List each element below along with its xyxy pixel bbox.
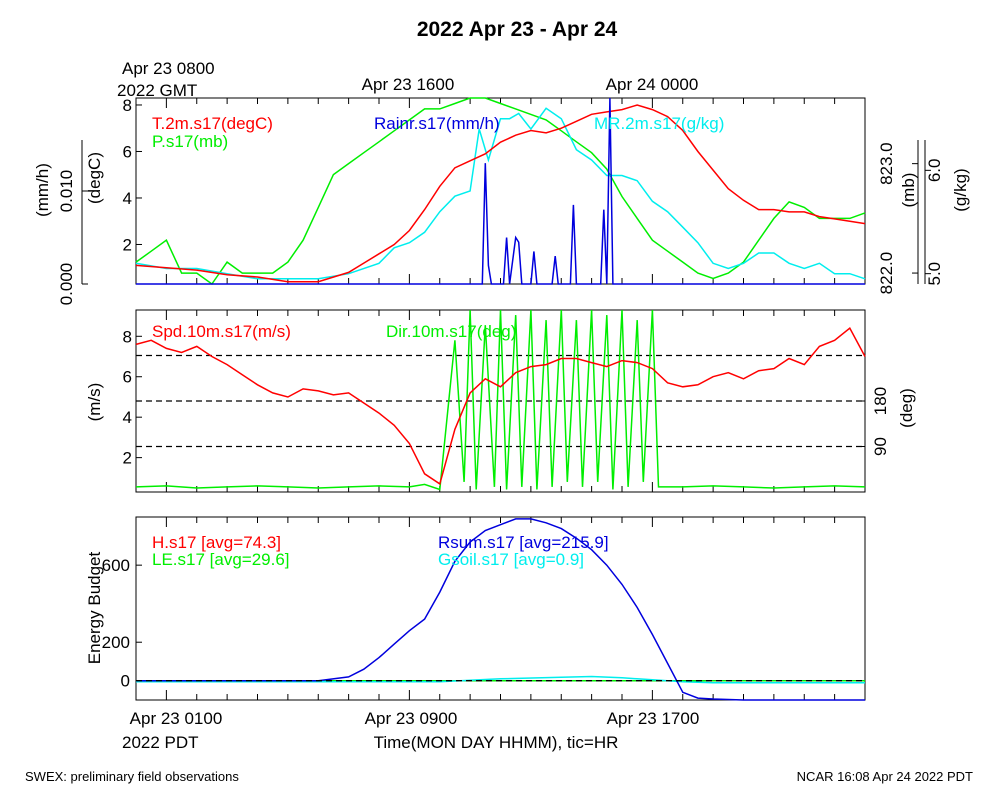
- series-line-Dir.10m.s17(deg): [135, 309, 866, 491]
- series-line-Gsoil.s17: [136, 675, 865, 684]
- panel1-gkg-axis-label: (g/kg): [951, 168, 970, 211]
- series-line-Rsum.s17: [136, 518, 865, 701]
- panel1-mb-tick-label: 822.0: [877, 252, 896, 295]
- legend-Spd.10m.s17(m/s): Spd.10m.s17(m/s): [152, 322, 291, 341]
- panel3-y-tick-label: 600: [102, 556, 130, 575]
- panel2-deg-axis-label: (deg): [897, 388, 916, 428]
- panel1-gkg-tick-label: 6.0: [925, 159, 944, 183]
- legend-P.s17(mb): P.s17(mb): [152, 132, 228, 151]
- top-left-time-label: Apr 23 0800: [122, 59, 215, 78]
- panel1-degc-left-tick-label: 6: [123, 142, 132, 161]
- footer-right: NCAR 16:08 Apr 24 2022 PDT: [797, 769, 973, 784]
- panel1-degc-left-tick-label: 8: [123, 96, 132, 115]
- panel1-mb-tick-label: 823.0: [877, 142, 896, 185]
- panel2-ms-left-tick-label: 4: [123, 408, 132, 427]
- legend-Gsoil.s17: Gsoil.s17 [avg=0.9]: [438, 550, 584, 569]
- panel2-ms-left-tick-label: 6: [123, 368, 132, 387]
- panel-meteorology: 2 4 6 8 0.000 0.010 (mm/h) (degC) 822.0 823.0(mb)…: [33, 96, 970, 305]
- panel1-degc-left-tick-label: 4: [123, 189, 132, 208]
- panel1-degc-left-tick-label: 2: [123, 235, 132, 254]
- series-line-T.2m.s17(degC): [135, 104, 866, 283]
- legend-LE.s17: LE.s17 [avg=29.6]: [152, 550, 290, 569]
- panel1-mmh-axis-label: (mm/h): [33, 163, 52, 217]
- panel3-y-tick-label: 200: [102, 633, 130, 652]
- panel1-mb-axis-label: (mb): [899, 173, 918, 208]
- legend-Rainr.s17(mm/h): Rainr.s17(mm/h): [374, 114, 500, 133]
- figure-title: 2022 Apr 23 - Apr 24: [417, 18, 618, 41]
- legend-MR.2m.s17(g/kg): MR.2m.s17(g/kg): [594, 114, 724, 133]
- panel2-deg-tick-label: 90: [871, 437, 890, 456]
- footer-left: SWEX: preliminary field observations: [25, 769, 239, 784]
- series-line-MR.2m.s17(g/kg): [135, 107, 866, 280]
- x-tick-label-2: Apr 23 0900: [365, 709, 458, 728]
- x-zone-label: 2022 PDT: [122, 733, 199, 752]
- panel2-ms-left-tick-label: 2: [123, 449, 132, 468]
- panel2-ms-left-tick-label: 8: [123, 327, 132, 346]
- x-axis-label: Time(MON DAY HHMM), tic=HR: [374, 733, 619, 752]
- legend-H.s17: H.s17 [avg=74.3]: [152, 533, 281, 552]
- legend-Dir.10m.s17(deg): Dir.10m.s17(deg): [386, 322, 516, 341]
- series-line-Rainr.s17(mm/h): [136, 97, 865, 285]
- legend-T.2m.s17(degC): T.2m.s17(degC): [152, 114, 273, 133]
- panel1-mmh-tick-label: 0.000: [57, 263, 76, 306]
- panel3-y-axis-label: Energy Budget: [85, 551, 104, 664]
- panel1-degc-axis-label: (degC): [85, 152, 104, 204]
- series-line-P.s17(mb): [135, 97, 866, 286]
- panel1-gkg-tick-label: 5.0: [925, 262, 944, 286]
- panel-wind: 2 4 6 8 (m/s) 90 180 (deg) Spd.10m.s17(m/s) Dir.1…: [85, 309, 916, 493]
- panel3-y-tick-label: 0: [121, 672, 130, 691]
- panel2-ms-axis-label: (m/s): [85, 383, 104, 422]
- x-tick-label-3: Apr 23 1700: [607, 709, 700, 728]
- top-tick-label-2: Apr 24 0000: [606, 75, 699, 94]
- top-tick-label-1: Apr 23 1600: [362, 75, 455, 94]
- panel2-deg-tick-label: 180: [871, 387, 890, 415]
- panel1-mmh-tick-label: 0.010: [57, 170, 76, 213]
- series-line-Spd.10m.s17(m/s): [135, 327, 866, 486]
- x-tick-label-1: Apr 23 0100: [130, 709, 223, 728]
- legend-Rsum.s17: Rsum.s17 [avg=215.9]: [438, 533, 609, 552]
- top-left-zone-label: 2022 GMT: [117, 81, 197, 100]
